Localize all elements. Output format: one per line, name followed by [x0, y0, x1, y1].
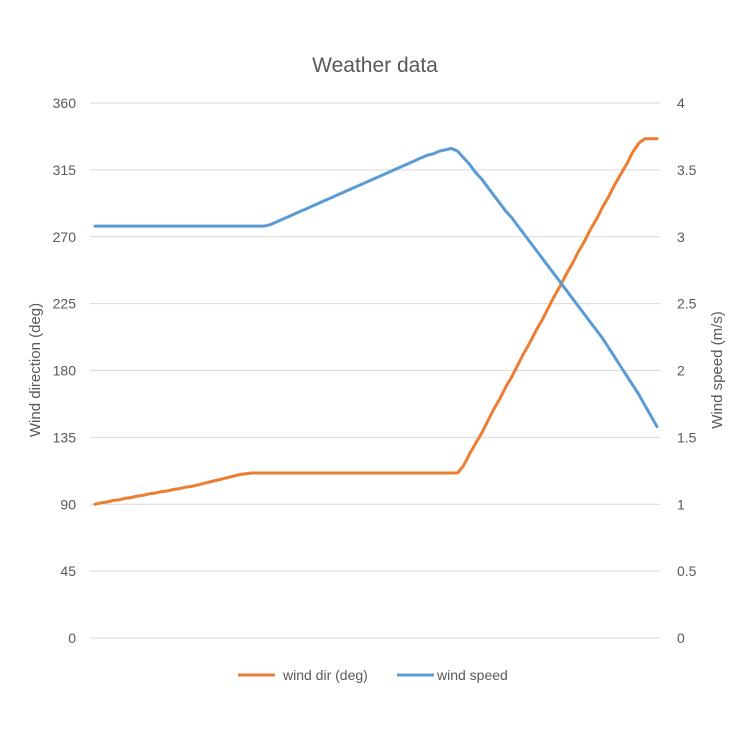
chart-title: Weather data	[312, 54, 438, 77]
right-tick-label: 0	[677, 630, 685, 646]
series-line-wind-speed	[93, 147, 659, 429]
right-tick-label: 3.5	[677, 162, 697, 178]
series-line-wind-dir	[93, 137, 659, 506]
left-axis-ticks: 0 45 90 135 180 225 270 315 360	[53, 95, 77, 646]
right-tick-label: 3	[677, 229, 685, 245]
right-tick-label: 2.5	[677, 296, 697, 312]
left-tick-label: 90	[60, 496, 76, 512]
series-lines	[93, 137, 659, 506]
left-tick-label: 360	[53, 95, 77, 111]
right-tick-label: 0.5	[677, 563, 697, 579]
left-tick-label: 315	[53, 162, 77, 178]
right-tick-label: 1	[677, 496, 685, 512]
right-tick-label: 4	[677, 95, 685, 111]
left-tick-label: 45	[60, 563, 76, 579]
left-tick-label: 180	[53, 363, 77, 379]
right-axis-ticks: 0 0.5 1 1.5 2 2.5 3 3.5 4	[677, 95, 697, 646]
right-tick-label: 2	[677, 363, 685, 379]
left-tick-label: 270	[53, 229, 77, 245]
right-tick-label: 1.5	[677, 429, 697, 445]
left-tick-label: 0	[68, 630, 76, 646]
right-axis-title: Wind speed (m/s)	[709, 311, 726, 429]
gridlines	[90, 102, 660, 639]
legend-label: wind dir (deg)	[282, 667, 368, 683]
legend-label: wind speed	[436, 667, 508, 683]
legend: wind dir (deg) wind speed	[238, 667, 508, 683]
left-tick-label: 135	[53, 429, 77, 445]
left-tick-label: 225	[53, 296, 77, 312]
left-axis-title: Wind direction (deg)	[27, 303, 44, 437]
